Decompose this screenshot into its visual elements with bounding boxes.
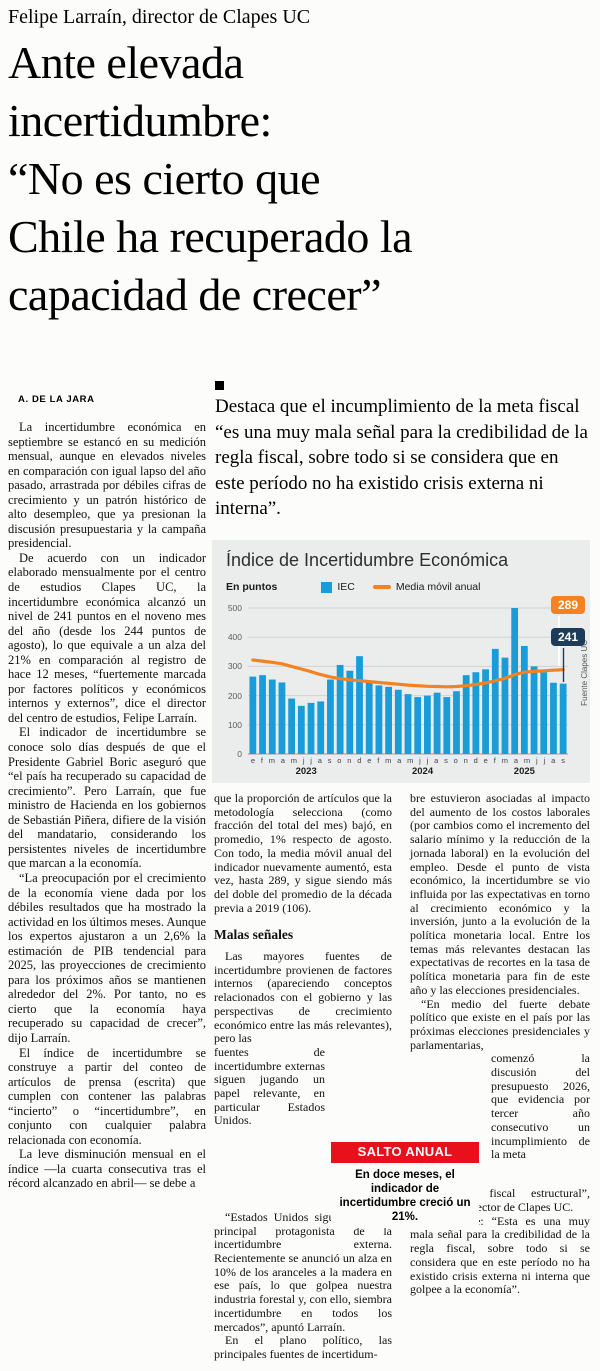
kicker: Felipe Larraín, director de Clapes UC [8, 6, 311, 28]
paragraph: “La preocupación por el crecimiento de l… [8, 870, 206, 1045]
legend-label-iec: IEC [337, 581, 355, 593]
article-lower-section: que la proporción de artículos que la me… [212, 792, 590, 1371]
x-axis-year-labels: 2023 2024 2025 [295, 766, 535, 777]
paragraph: En el plano político, las principales fu… [214, 1333, 392, 1361]
chart-title: Índice de Incertidumbre Económica [226, 550, 509, 570]
chart-legend: En puntos IEC Media móvil anual [226, 581, 576, 593]
salto-anual-header: SALTO ANUAL [331, 1142, 479, 1163]
paragraph: comenzó la discusión del presupuesto 202… [491, 1051, 590, 1162]
legend-item-ma: Media móvil anual [372, 581, 481, 593]
paragraph: bre estuvieron asociadas al impacto del … [410, 792, 590, 997]
chart-plot-area [248, 607, 568, 755]
bullet-square [215, 381, 224, 390]
paragraph: El índice de incertidumbre se construye … [8, 1045, 206, 1147]
headline: Ante elevada incertidumbre: “No es ciert… [8, 37, 413, 320]
legend-item-iec: IEC [321, 581, 355, 593]
paragraph: “Estados Unidos sigue siendo el principa… [214, 1209, 392, 1334]
chart-source: Fuente Clapes UC [580, 640, 589, 706]
chart-units-label: En puntos [226, 581, 278, 593]
callout-289: 289 [550, 596, 585, 614]
article-left-column: La incertidumbre económica en septiembre… [8, 420, 206, 1370]
paragraph: De acuerdo con un indicador elaborado me… [8, 550, 206, 725]
paragraph: fuentes de incertidumbre externas siguen… [214, 1044, 325, 1128]
paragraph: La incertidumbre económica en septiembre… [8, 420, 206, 551]
article-middle-column: que la proporción de artículos que la me… [214, 792, 392, 1362]
lead-paragraph: Destaca que el incumplimiento de la meta… [215, 396, 588, 519]
salto-anual-box: SALTO ANUAL En doce meses, el indicador … [331, 1142, 479, 1228]
iec-swatch-icon [321, 581, 333, 593]
paragraph: Las mayores fuentes de incertidumbre pro… [214, 949, 392, 1046]
legend-label-ma: Media móvil anual [395, 581, 481, 593]
salto-anual-body: En doce meses, el indicador de incertidu… [339, 1168, 471, 1223]
paragraph: que la proporción de artículos que la me… [214, 792, 392, 915]
paragraph: El indicador de incertidumbre se conoce … [8, 725, 206, 871]
byline: A. DE LA JARA [18, 394, 95, 405]
chart-svg [248, 607, 568, 755]
moving-average-swatch-icon [372, 585, 391, 589]
paragraph: “En medio del fuerte debate político que… [410, 996, 590, 1052]
chart-panel: Índice de Incertidumbre Económica En pun… [212, 540, 590, 783]
subheading: Malas señales [214, 927, 294, 943]
callout-241: 241 [550, 628, 585, 646]
paragraph: La leve disminución mensual en el índice… [8, 1147, 206, 1191]
